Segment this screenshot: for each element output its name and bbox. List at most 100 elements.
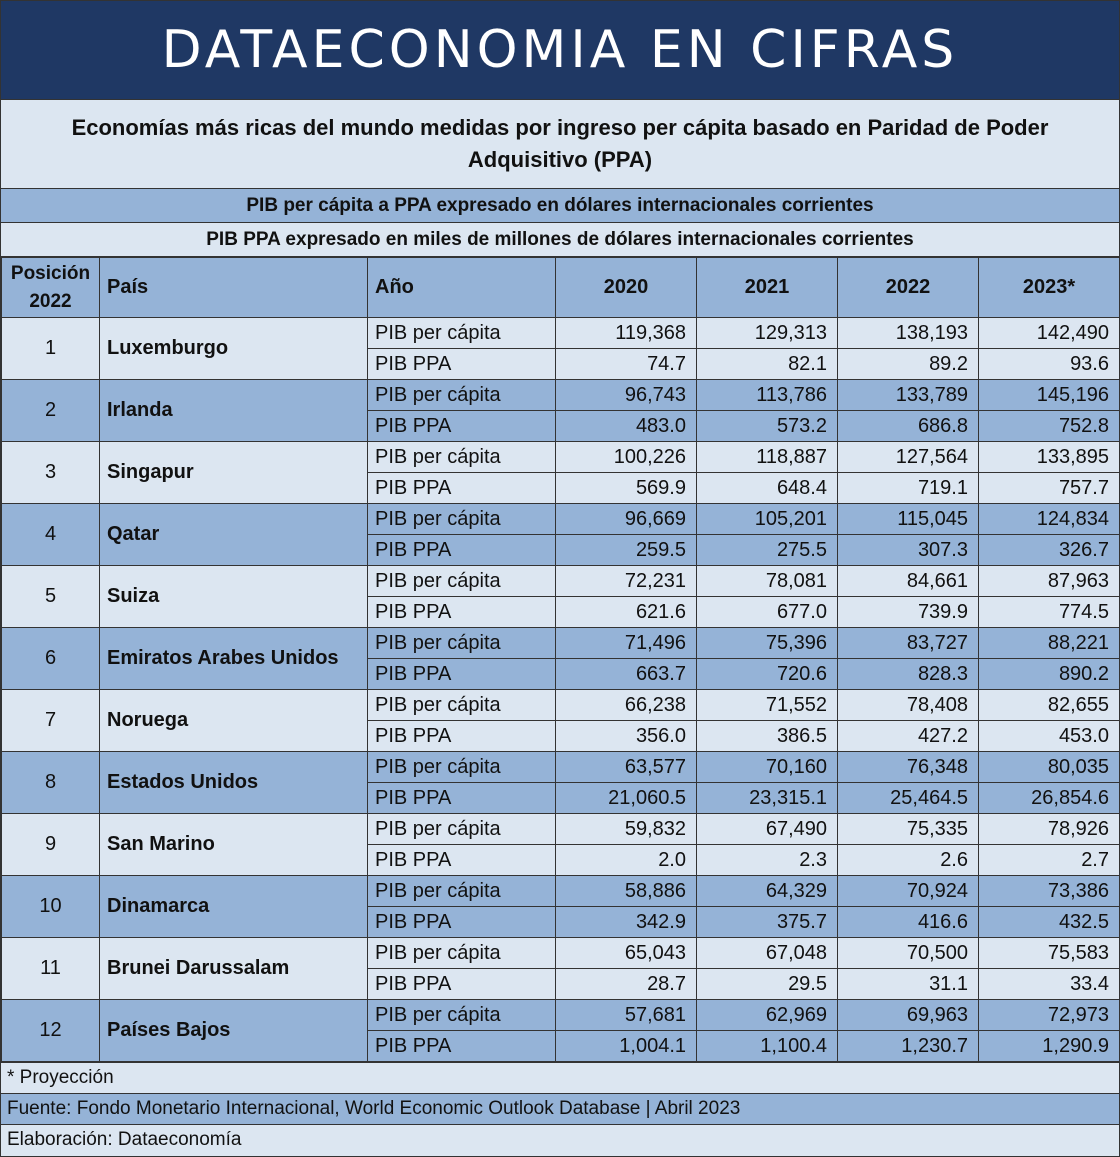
cell-indicator: PIB per cápita [367,503,556,535]
cell-value: 26,854.6 [978,782,1120,814]
cell-value: 1,004.1 [555,1030,697,1062]
cell-value: 67,048 [696,937,838,969]
cell-value: 307.3 [837,534,979,566]
cell-position: 10 [1,875,100,938]
cell-value: 739.9 [837,596,979,628]
table-row: 5 Suiza PIB per cápita 72,231 78,081 84,661 87… [1,565,1120,628]
header-posicion-line2: 2022 [29,290,72,312]
cell-value: 72,973 [978,999,1120,1031]
cell-indicator: PIB per cápita [367,317,556,349]
cell-value: 119,368 [555,317,697,349]
cell-indicator: PIB per cápita [367,751,556,783]
cell-value: 138,193 [837,317,979,349]
cell-value: 58,886 [555,875,697,907]
cell-position: 11 [1,937,100,1000]
table-row: 10 Dinamarca PIB per cápita 58,886 64,329 70,… [1,875,1120,938]
cell-value: 73,386 [978,875,1120,907]
cell-value: 70,160 [696,751,838,783]
cell-value: 57,681 [555,999,697,1031]
cell-indicator: PIB PPA [367,1030,556,1062]
cell-indicator: PIB per cápita [367,813,556,845]
cell-value: 375.7 [696,906,838,938]
table-row: 9 San Marino PIB per cápita 59,832 67,490 75,… [1,813,1120,876]
cell-value: 62,969 [696,999,838,1031]
table-row: PIB PPA 21,060.5 23,315.1 25,464.5 26,854.6 [2,782,1120,814]
cell-value: 677.0 [696,596,838,628]
cell-value: 259.5 [555,534,697,566]
cell-country: Dinamarca [99,875,368,938]
cell-value: 129,313 [696,317,838,349]
header-posicion: Posición 2022 [1,257,100,318]
cell-value: 28.7 [555,968,697,1000]
cell-value: 719.1 [837,472,979,504]
cell-indicator: PIB per cápita [367,689,556,721]
cell-position: 6 [1,627,100,690]
cell-value: 64,329 [696,875,838,907]
cell-value: 75,583 [978,937,1120,969]
table-row: PIB PPA 621.6 677.0 739.9 774.5 [2,596,1120,628]
cell-indicator: PIB per cápita [367,627,556,659]
cell-indicator: PIB per cápita [367,441,556,473]
cell-indicator: PIB PPA [367,596,556,628]
cell-value: 1,290.9 [978,1030,1120,1062]
cell-indicator: PIB PPA [367,410,556,442]
cell-country: Qatar [99,503,368,566]
cell-position: 9 [1,813,100,876]
cell-indicator: PIB PPA [367,720,556,752]
cell-value: 83,727 [837,627,979,659]
footnote-elaboracion: Elaboración: Dataeconomía [1,1124,1119,1155]
cell-value: 88,221 [978,627,1120,659]
cell-value: 78,081 [696,565,838,597]
cell-value: 2.7 [978,844,1120,876]
cell-value: 31.1 [837,968,979,1000]
cell-value: 96,669 [555,503,697,535]
cell-indicator: PIB PPA [367,782,556,814]
cell-value: 70,500 [837,937,979,969]
cell-value: 72,231 [555,565,697,597]
cell-value: 2.6 [837,844,979,876]
cell-value: 427.2 [837,720,979,752]
cell-value: 74.7 [555,348,697,380]
table-row: 11 Brunei Darussalam PIB per cápita 65,043 6… [1,937,1120,1000]
table-row: 2 Irlanda PIB per cápita 96,743 113,786 133,7… [1,379,1120,442]
cell-value: 23,315.1 [696,782,838,814]
table-row: 3 Singapur PIB per cápita 100,226 118,887 127… [1,441,1120,504]
cell-value: 115,045 [837,503,979,535]
cell-value: 105,201 [696,503,838,535]
cell-value: 78,926 [978,813,1120,845]
cell-value: 752.8 [978,410,1120,442]
cell-value: 648.4 [696,472,838,504]
header-pais: País [99,257,368,318]
table-row: PIB PPA 74.7 82.1 89.2 93.6 [2,348,1120,380]
cell-value: 686.8 [837,410,979,442]
table-row: 1 Luxemburgo PIB per cápita 119,368 129,313 1… [1,317,1120,380]
cell-position: 8 [1,751,100,814]
cell-country: Luxemburgo [99,317,368,380]
table-row: PIB PPA 342.9 375.7 416.6 432.5 [2,906,1120,938]
header-2023: 2023* [978,257,1120,318]
cell-value: 87,963 [978,565,1120,597]
cell-indicator: PIB PPA [367,472,556,504]
cell-country: Suiza [99,565,368,628]
cell-country: Noruega [99,689,368,752]
cell-indicator: PIB PPA [367,348,556,380]
cell-value: 75,396 [696,627,838,659]
cell-value: 118,887 [696,441,838,473]
cell-value: 663.7 [555,658,697,690]
cell-value: 71,552 [696,689,838,721]
cell-indicator: PIB per cápita [367,937,556,969]
table-row: 8 Estados Unidos PIB per cápita 63,577 70,16… [1,751,1120,814]
cell-value: 82.1 [696,348,838,380]
cell-value: 127,564 [837,441,979,473]
cell-value: 70,924 [837,875,979,907]
cell-value: 828.3 [837,658,979,690]
cell-indicator: PIB PPA [367,844,556,876]
cell-value: 1,230.7 [837,1030,979,1062]
cell-value: 75,335 [837,813,979,845]
cell-indicator: PIB PPA [367,658,556,690]
cell-value: 96,743 [555,379,697,411]
table-header-row: Posición 2022 País Año 2020 2021 2022 20… [1,257,1120,318]
cell-value: 89.2 [837,348,979,380]
table-row: 4 Qatar PIB per cápita 96,669 105,201 115,045… [1,503,1120,566]
cell-value: 65,043 [555,937,697,969]
